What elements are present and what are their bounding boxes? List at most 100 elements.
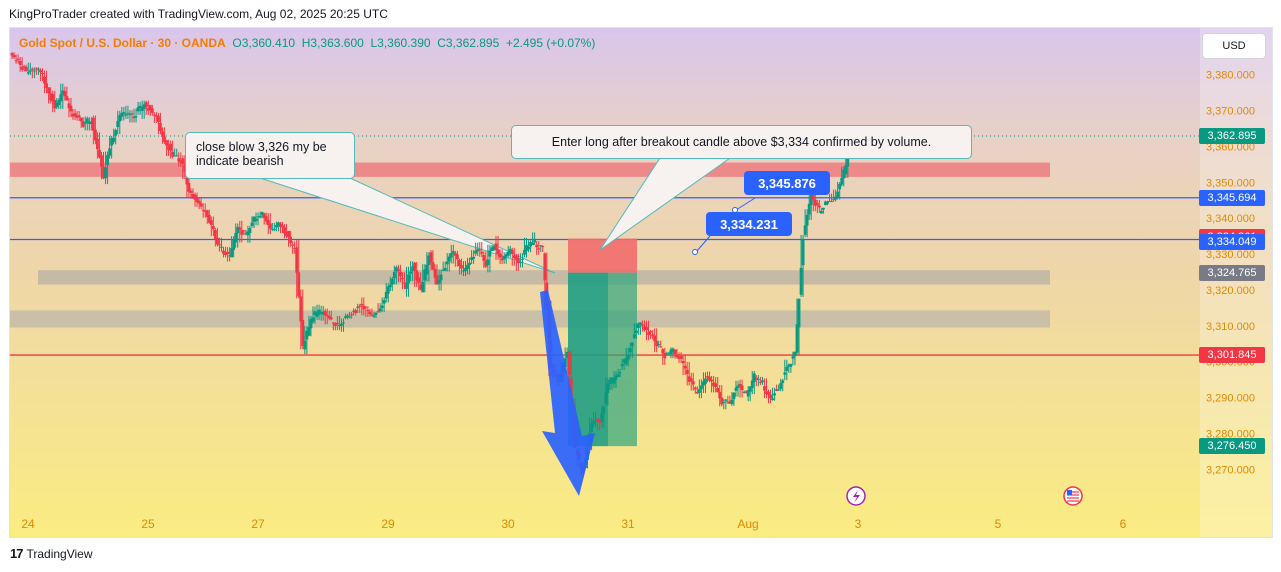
- candle-body: [793, 351, 797, 357]
- chart-area[interactable]: 3,380.000 3,370.000 3,360.000 3,350.000 3,34…: [9, 27, 1273, 538]
- candle-body: [366, 310, 370, 312]
- candle-body: [222, 250, 225, 254]
- candle-body: [425, 264, 429, 275]
- candle-body: [693, 387, 697, 390]
- candle-body: [535, 244, 539, 248]
- candle-body: [124, 114, 128, 116]
- symbol-name: Gold Spot / U.S. Dollar · 30 · OANDA: [19, 36, 226, 50]
- candle-body: [75, 115, 79, 118]
- candle-body: [256, 216, 260, 218]
- x-tick-label: 6: [1120, 517, 1127, 531]
- candle-body: [634, 330, 638, 333]
- candle-body: [358, 305, 362, 307]
- candle-body: [756, 379, 760, 381]
- candle-body: [83, 122, 87, 124]
- candle-body: [55, 102, 59, 108]
- tradingview-brand: TradingView: [26, 546, 93, 561]
- down-arrow-icon: [540, 290, 595, 496]
- candle-body: [600, 413, 604, 422]
- candle-body: [65, 96, 69, 101]
- candle-body: [763, 386, 766, 391]
- candle-body: [752, 373, 756, 383]
- candle-body: [220, 246, 223, 248]
- tradingview-footer[interactable]: 17 TradingView: [10, 546, 93, 561]
- candle-body: [449, 253, 453, 258]
- candle-body: [651, 334, 655, 337]
- long-entry-callout[interactable]: Enter long after breakout candle above $…: [511, 125, 972, 159]
- candle-body: [822, 207, 825, 210]
- candle-body: [451, 251, 455, 254]
- candle-body: [628, 348, 632, 353]
- candle-body: [797, 298, 801, 328]
- candle-body: [165, 140, 168, 146]
- candle-body: [439, 274, 443, 281]
- candle-body: [401, 278, 404, 280]
- candle-body: [250, 222, 254, 226]
- candle-body: [435, 275, 439, 285]
- price-tag-lower[interactable]: 3,334.231: [706, 212, 792, 236]
- candle-body: [301, 319, 305, 346]
- candle-body: [205, 210, 209, 217]
- candle-body: [411, 266, 415, 272]
- candle-body: [279, 223, 282, 227]
- candle-body: [811, 194, 815, 200]
- candle-body: [710, 379, 713, 382]
- candle-body: [596, 418, 600, 422]
- currency-button[interactable]: USD: [1202, 33, 1266, 59]
- candle-body: [817, 205, 821, 208]
- candle-body: [234, 232, 238, 243]
- candle-body: [403, 282, 406, 284]
- candle-body: [18, 61, 22, 65]
- candle-body: [504, 254, 508, 257]
- candle-body: [91, 117, 95, 131]
- candle-body: [462, 270, 465, 272]
- candle-body: [413, 262, 417, 271]
- candle-body: [777, 389, 781, 391]
- candle-body: [834, 196, 838, 200]
- x-tick-label: 3: [855, 517, 862, 531]
- candle-body: [455, 254, 459, 260]
- candle-body: [26, 72, 30, 74]
- price-tag-upper[interactable]: 3,345.876: [744, 171, 830, 195]
- candle-body: [360, 303, 364, 306]
- candle-body: [630, 342, 634, 347]
- candle-body: [281, 225, 284, 228]
- candle-body: [193, 194, 197, 200]
- candle-body: [157, 115, 160, 122]
- y-tick-label: 3,360.000: [1206, 141, 1255, 153]
- price-chart[interactable]: 3,380.0003,370.0003,360.0003,350.0003,34…: [10, 28, 1272, 537]
- candle-body: [533, 240, 537, 243]
- candle-body: [382, 299, 386, 304]
- candle-body: [724, 399, 728, 401]
- candle-body: [287, 231, 290, 238]
- candle-body: [63, 90, 67, 97]
- candle-body: [616, 374, 620, 377]
- price-axis-label: 3,301.845: [1199, 347, 1265, 364]
- candle-body: [519, 262, 522, 264]
- price-axis-panel: [1200, 28, 1272, 537]
- candle-series: [10, 52, 858, 476]
- candle-body: [274, 225, 278, 228]
- y-tick-label: 3,340.000: [1206, 213, 1255, 225]
- flag-canton: [1067, 490, 1072, 495]
- candle-body: [303, 340, 307, 350]
- candle-body: [291, 244, 295, 246]
- bearish-note-callout[interactable]: close blow 3,326 my be indicate bearish: [185, 132, 355, 179]
- candle-body: [67, 103, 71, 109]
- candle-body: [604, 392, 608, 404]
- candle-body: [805, 214, 809, 226]
- candle-body: [427, 255, 431, 265]
- candle-body: [348, 316, 351, 318]
- candle-body: [386, 286, 390, 294]
- candle-body: [689, 378, 693, 382]
- candle-body: [167, 145, 170, 151]
- candle-body: [211, 226, 215, 230]
- candle-body: [677, 356, 681, 359]
- candle-body: [624, 357, 628, 365]
- candle-body: [697, 389, 701, 393]
- candle-body: [606, 383, 610, 393]
- candle-body: [527, 246, 530, 250]
- candle-body: [659, 346, 663, 348]
- candle-body: [130, 113, 134, 115]
- price-axis-label: 3,362.895: [1199, 128, 1265, 144]
